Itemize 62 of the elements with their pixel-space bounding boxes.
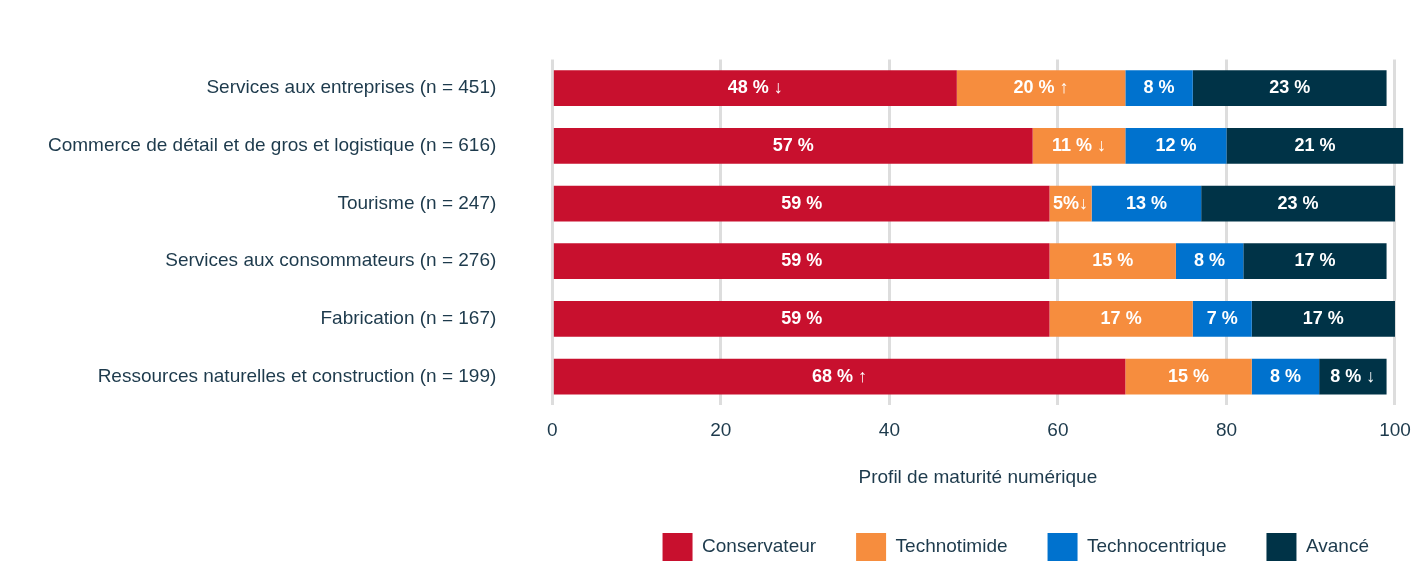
x-tick-label: 60 (1047, 419, 1069, 441)
data-label: 23 % (1269, 77, 1311, 98)
legend-label: Technotimide (895, 535, 1008, 557)
x-tick-label: 20 (710, 419, 732, 441)
data-label: 15 % (1168, 365, 1210, 386)
data-label: 59 % (781, 192, 823, 213)
legend-label: Conservateur (702, 535, 817, 557)
legend-label: Technocentrique (1087, 535, 1227, 557)
data-label: 59 % (781, 250, 823, 271)
bar (1201, 185, 1395, 222)
bar (553, 301, 1050, 337)
data-label: 15 % (1092, 250, 1134, 271)
bar (1091, 185, 1202, 222)
data-label: 59 % (781, 307, 823, 328)
bar (1251, 301, 1395, 337)
data-label: 8 % (1269, 365, 1301, 386)
data-label: 48 % ↓ (727, 77, 783, 98)
data-label: 8 % (1143, 77, 1175, 98)
bar (1125, 70, 1193, 107)
bar (553, 243, 1050, 280)
bar (1032, 128, 1126, 164)
data-label: 17 % (1294, 250, 1336, 271)
data-label: 68 % ↑ (812, 365, 868, 386)
bar (1049, 301, 1193, 337)
x-tick-label: 80 (1215, 419, 1238, 441)
x-tick-label: 0 (547, 419, 558, 441)
y-tick-label: Commerce de détail et de gros et logistique (n = 616) (48, 134, 497, 156)
y-tick-label: Ressources naturelles et construction (n = 199) (97, 364, 497, 386)
data-label: 7 % (1206, 307, 1238, 328)
x-axis-title: Profil de maturité numérique (858, 465, 1098, 487)
y-tick-label: Tourisme (n = 247) (337, 191, 497, 213)
bar (1192, 301, 1252, 337)
bar (553, 70, 957, 107)
y-tick-label: Services aux consommateurs (n = 276) (165, 249, 497, 271)
x-tick-label: 40 (878, 419, 900, 441)
data-label: 13 % (1125, 192, 1167, 213)
data-label: 8 % (1194, 250, 1226, 271)
bar (1226, 128, 1404, 164)
bar (1049, 243, 1176, 280)
legend-label: Avancé (1305, 535, 1369, 557)
data-label: 8 % ↓ (1330, 365, 1376, 386)
bar (553, 185, 1050, 222)
y-tick-label: Fabrication (n = 167) (320, 307, 497, 329)
data-label: 12 % (1155, 134, 1197, 155)
bar (956, 70, 1126, 107)
x-tick-label: 100 (1379, 419, 1411, 441)
y-tick-label: Services aux entreprises (n = 451) (206, 76, 497, 98)
data-label: 17 % (1100, 307, 1142, 328)
data-label: 57 % (772, 134, 814, 155)
bar (1175, 243, 1244, 280)
data-label: 20 % ↑ (1013, 77, 1069, 98)
data-label: 23 % (1277, 192, 1319, 213)
bar (1243, 243, 1387, 280)
bar (553, 358, 1126, 395)
data-label: 5%↓ (1053, 192, 1089, 213)
bar (1125, 358, 1252, 395)
data-label: 21 % (1294, 134, 1336, 155)
data-label: 11 % ↓ (1051, 134, 1107, 155)
bar (1125, 128, 1227, 164)
bar (1192, 70, 1387, 107)
bar (553, 128, 1033, 164)
data-label: 17 % (1302, 307, 1344, 328)
